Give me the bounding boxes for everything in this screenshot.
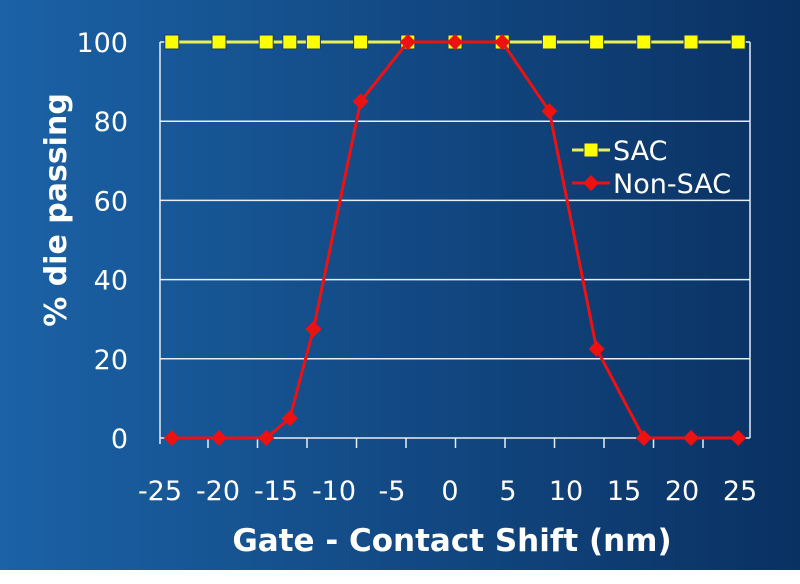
sac-marker: [589, 34, 605, 50]
y-tick-label: 100: [76, 28, 128, 59]
y-tick-label: 20: [94, 345, 128, 376]
non-sac-marker: [281, 410, 298, 427]
sac-marker: [353, 34, 369, 50]
sac-marker: [583, 142, 599, 158]
y-tick-label: 40: [94, 266, 128, 297]
sac-marker: [541, 34, 557, 50]
x-tick-label: -25: [138, 476, 182, 507]
series-non-sac: [163, 34, 747, 446]
x-tick-label: 0: [441, 476, 458, 507]
x-tick-label: -20: [196, 476, 240, 507]
legend-label: Non-SAC: [613, 169, 731, 200]
non-sac-marker: [583, 175, 599, 191]
non-sac-marker: [399, 34, 416, 50]
y-tick-label: 80: [94, 107, 128, 138]
non-sac-marker: [588, 340, 605, 357]
non-sac-marker: [635, 430, 652, 446]
x-axis-label: Gate - Contact Shift (nm): [232, 523, 671, 559]
x-tick-label: -15: [254, 476, 298, 507]
y-tick-label: 60: [94, 186, 128, 217]
sac-marker: [258, 34, 274, 50]
x-tick-label: -5: [379, 476, 406, 507]
y-axis-label: % die passing: [39, 93, 74, 327]
x-tick-label: 5: [499, 476, 516, 507]
x-tick-label: 10: [549, 476, 583, 507]
non-sac-marker: [683, 430, 699, 446]
non-sac-marker: [305, 321, 322, 338]
y-tick-label: 0: [111, 424, 128, 455]
non-sac-marker: [730, 430, 747, 446]
sac-marker: [282, 34, 298, 50]
sac-marker: [683, 34, 699, 50]
non-sac-marker: [447, 34, 463, 50]
non-sac-marker: [541, 103, 558, 120]
non-sac-marker: [211, 430, 227, 446]
x-tick-label: 15: [607, 476, 641, 507]
non-sac-marker: [494, 34, 511, 50]
chart-background: [0, 0, 800, 570]
non-sac-marker: [352, 93, 369, 110]
sac-marker: [636, 34, 652, 50]
x-tick-label: 20: [665, 476, 699, 507]
x-tick-label: 25: [723, 476, 757, 507]
sac-marker: [211, 34, 227, 50]
x-tick-label: -10: [312, 476, 356, 507]
sac-marker: [730, 34, 746, 50]
sac-marker: [164, 34, 180, 50]
non-sac-marker: [258, 430, 275, 446]
sac-marker: [305, 34, 321, 50]
non-sac-marker: [163, 430, 180, 446]
legend-label: SAC: [613, 136, 668, 167]
